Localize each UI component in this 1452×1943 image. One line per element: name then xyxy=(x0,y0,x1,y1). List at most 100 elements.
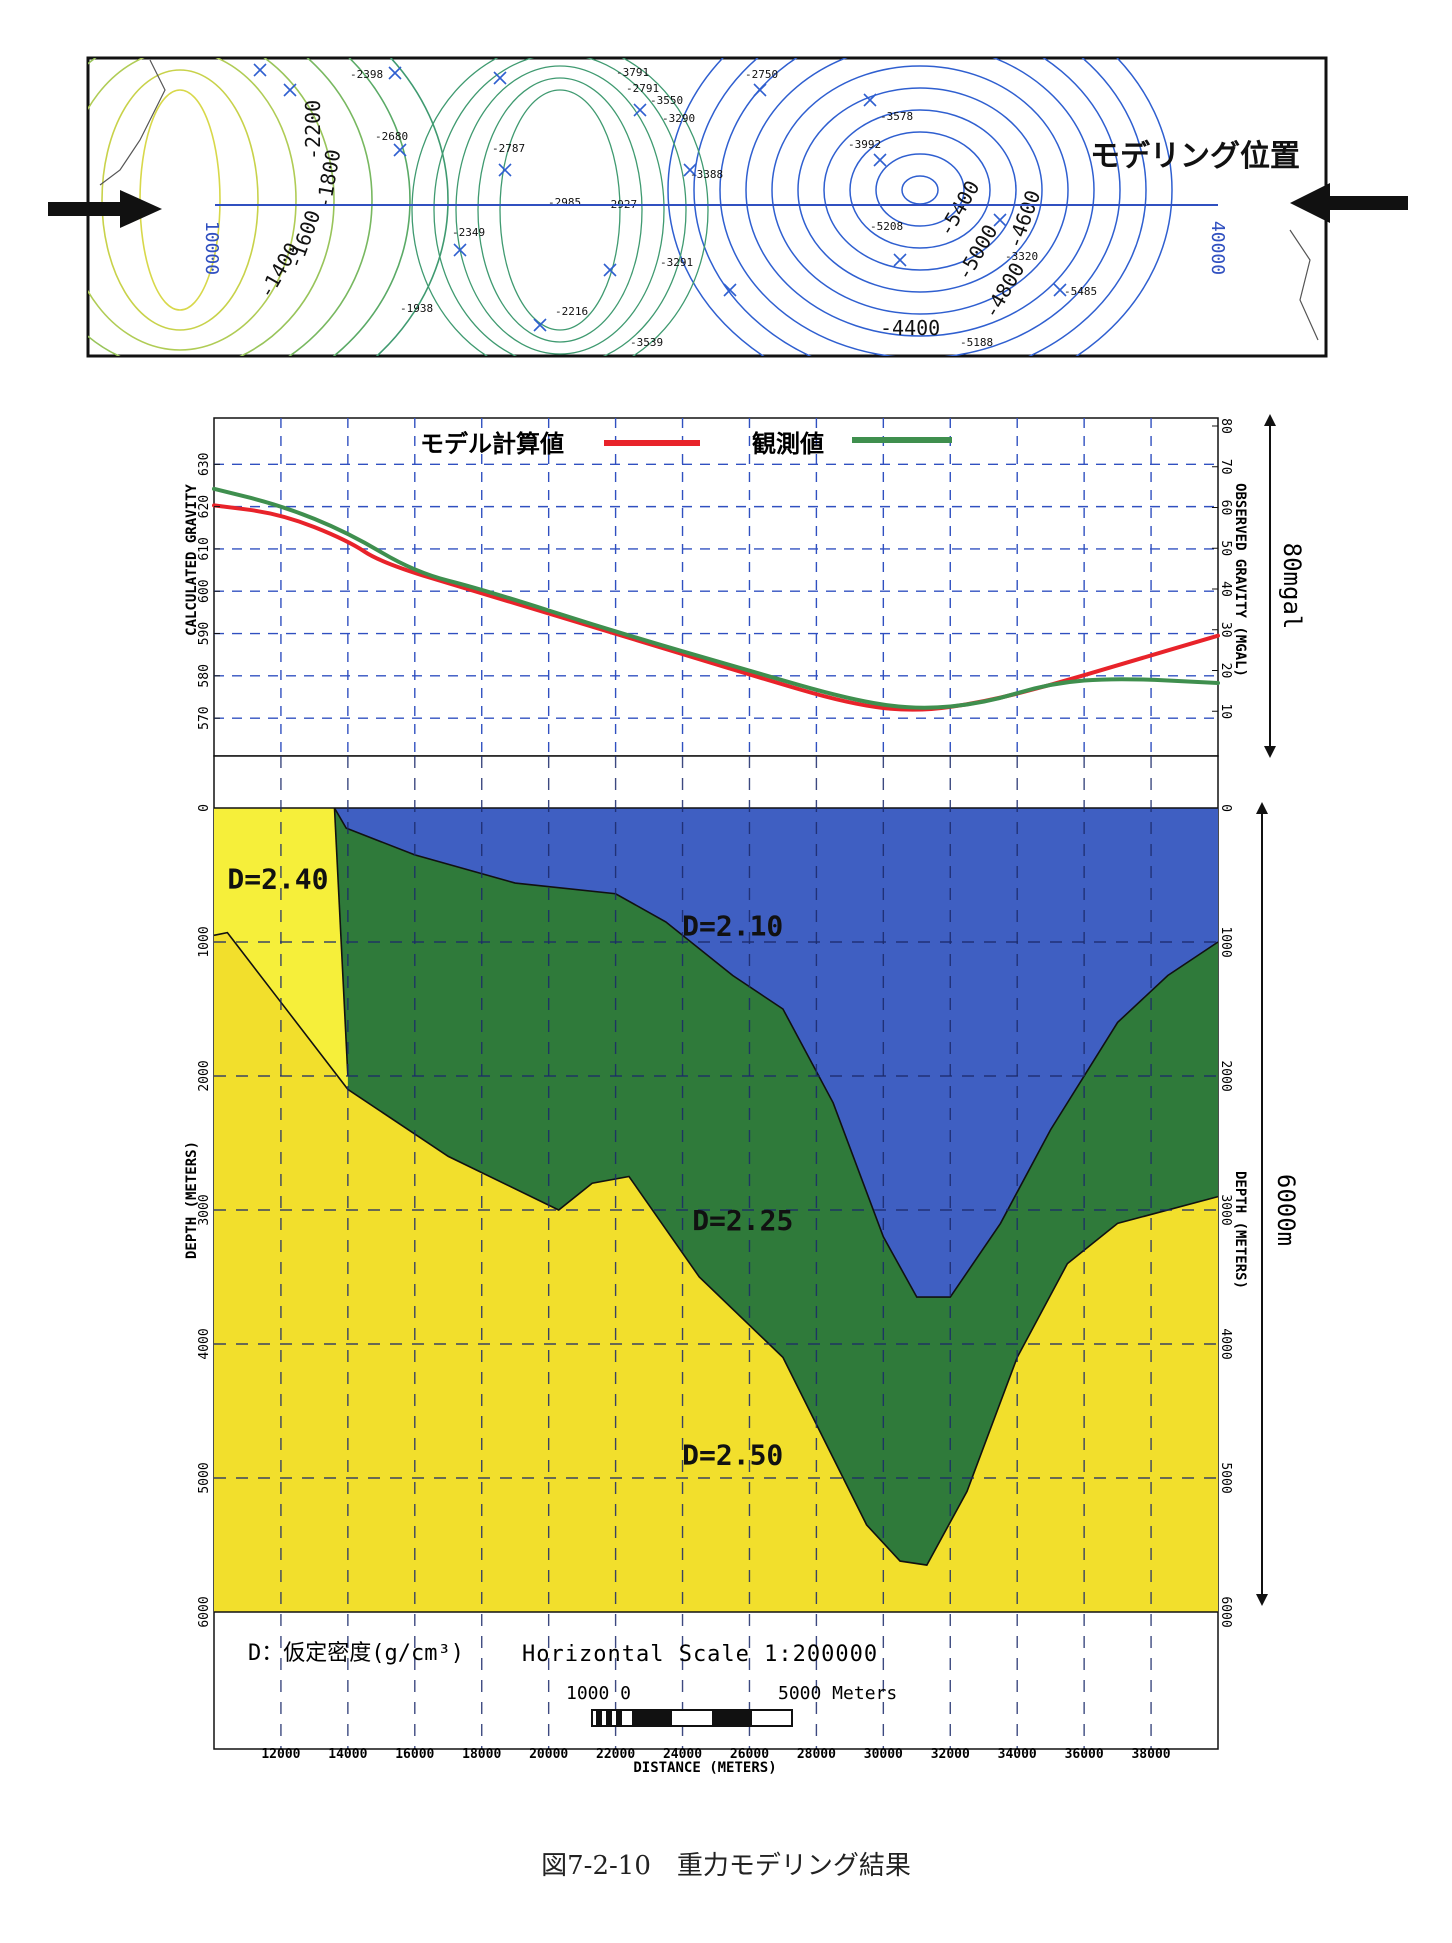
gravity-series-line-1 xyxy=(212,486,1220,710)
gravity-grid xyxy=(214,418,1218,756)
depth-tick-right-4: 4000 xyxy=(1218,1328,1233,1359)
depth-tick-right-1: 1000 xyxy=(1218,926,1233,957)
model-grid xyxy=(214,756,1218,1749)
distance-tick-4: 20000 xyxy=(529,1747,568,1762)
depth-axis-label-right: DEPTH (METERS) xyxy=(1232,1171,1248,1289)
station-value-13: -3992 xyxy=(848,138,881,151)
station-value-8: -2750 xyxy=(745,68,778,81)
depth-tick-left-6: 6000 xyxy=(197,1596,212,1627)
station-mark-6 xyxy=(388,66,402,80)
gravity-right-tick-1: 20 xyxy=(1218,663,1233,679)
layer-label-2: D=2.25 xyxy=(692,1204,793,1237)
depth-tick-right-5: 5000 xyxy=(1218,1462,1233,1493)
gravity-left-tick-1: 580 xyxy=(197,664,212,687)
gravity-right-tick-3: 40 xyxy=(1218,581,1233,597)
gravity-left-tick-5: 620 xyxy=(197,495,212,518)
gravity-right-tick-0: 10 xyxy=(1218,703,1233,719)
map-axis-right: 40000 xyxy=(1207,221,1228,275)
station-mark-1 xyxy=(283,83,297,97)
station-mark-10 xyxy=(723,283,737,297)
station-mark-12 xyxy=(863,93,877,107)
station-value-6: -2985 xyxy=(548,196,581,209)
contour-11 xyxy=(101,69,259,331)
contour-14 xyxy=(288,58,373,356)
station-mark-7 xyxy=(493,71,507,85)
station-value-16: -5485 xyxy=(1064,285,1097,298)
legend-label-model: モデル計算値 xyxy=(420,430,564,458)
depth-range-label: 6000m xyxy=(1272,1174,1300,1246)
station-mark-9 xyxy=(683,163,697,177)
contour-2 xyxy=(849,131,991,249)
contour-18 xyxy=(477,77,643,343)
contour-label-3: -2200 xyxy=(301,100,325,160)
layer-d240 xyxy=(214,808,348,1090)
station-value-19: -3290 xyxy=(662,112,695,125)
contour-7 xyxy=(719,58,1121,356)
coastline-east xyxy=(1289,229,1319,341)
boundary-d240 xyxy=(333,807,349,1077)
station-value-3: -2349 xyxy=(452,226,485,239)
station-value-1: -2680 xyxy=(375,130,408,143)
contour-3 xyxy=(823,109,1017,271)
map-frame xyxy=(86,56,1328,358)
contour-8 xyxy=(693,58,1147,356)
station-value-10: -3539 xyxy=(630,336,663,349)
layer-labels: D=2.40 D=2.10 D=2.25 D=2.50 xyxy=(227,862,793,1471)
right-position-arrow-icon xyxy=(1290,183,1408,223)
coastline-west xyxy=(99,59,166,186)
gravity-series xyxy=(212,486,1220,712)
map-axis-left: 10000 xyxy=(201,221,222,275)
scale-bar-left-label: 1000 0 xyxy=(566,1683,631,1704)
station-value-9: -3291 xyxy=(660,256,693,269)
gravity-range-label: 80mgal xyxy=(1278,543,1306,630)
station-mark-2 xyxy=(393,143,407,157)
depth-tick-left-0: 0 xyxy=(197,804,212,812)
gravity-right-tick-6: 70 xyxy=(1218,459,1233,475)
gravity-right-tick-7: 80 xyxy=(1218,418,1233,434)
gravity-left-axis-label: CALCULATED GRAVITY xyxy=(184,484,200,636)
station-value-20: -3320 xyxy=(1005,250,1038,263)
distance-tick-5: 22000 xyxy=(596,1747,635,1762)
distance-tick-13: 38000 xyxy=(1131,1747,1170,1762)
depth-axis-label-left: DEPTH (METERS) xyxy=(184,1141,200,1259)
distance-tick-10: 32000 xyxy=(931,1747,970,1762)
station-mark-14 xyxy=(893,253,907,267)
station-value-2: -2787 xyxy=(492,142,525,155)
gravity-right-axis-label: OBSERVED GRAVITY (MGAL) xyxy=(1232,483,1248,677)
layer-label-0: D=2.40 xyxy=(227,862,328,895)
contour-12 xyxy=(88,58,297,351)
contour-19 xyxy=(455,65,665,355)
gravity-left-tick-0: 570 xyxy=(197,706,212,729)
distance-axis-label: DISTANCE (METERS) xyxy=(633,1760,776,1776)
depth-tick-right-6: 6000 xyxy=(1218,1596,1233,1627)
gravity-chart: 570 580 590 600 610 620 630 10 20 30 40 50 60 70 80 C… xyxy=(184,417,1248,757)
contour-6 xyxy=(745,58,1095,337)
station-mark-8 xyxy=(633,103,647,117)
layer-label-3: D=2.50 xyxy=(682,1439,783,1472)
gravity-plot-frame xyxy=(213,417,1219,757)
gravity-left-tick-3: 600 xyxy=(197,579,212,602)
left-position-arrow-icon xyxy=(48,190,162,228)
density-note: D：仮定密度(g/cm³) xyxy=(248,1641,464,1666)
gravity-left-tick-4: 610 xyxy=(197,537,212,560)
depth-tick-right-2: 2000 xyxy=(1218,1060,1233,1091)
station-mark-4 xyxy=(453,243,467,257)
station-mark-11 xyxy=(753,83,767,97)
scale-bar-right-label: 5000 Meters xyxy=(778,1683,897,1704)
station-value-4: -1938 xyxy=(400,302,433,315)
layer-d210 xyxy=(334,808,1219,1298)
distance-tick-2: 16000 xyxy=(395,1747,434,1762)
contour-20 xyxy=(433,58,687,356)
contour-4 xyxy=(797,87,1043,293)
distance-tick-9: 30000 xyxy=(864,1747,903,1762)
contour-16 xyxy=(375,58,449,356)
station-mark-3 xyxy=(498,163,512,177)
station-value-18: -2791 xyxy=(626,82,659,95)
gravity-left-ticks: 570 580 590 600 610 620 630 xyxy=(197,453,220,730)
scale-bar xyxy=(591,1709,793,1727)
model-depth-ticks: 0 0 1000 1000 2000 2000 3000 3000 4000 4000 5000 50… xyxy=(197,804,1233,1628)
depth-tick-right-3: 3000 xyxy=(1218,1194,1233,1225)
station-value-5: -2216 xyxy=(555,305,588,318)
gravity-right-tick-2: 30 xyxy=(1218,622,1233,638)
